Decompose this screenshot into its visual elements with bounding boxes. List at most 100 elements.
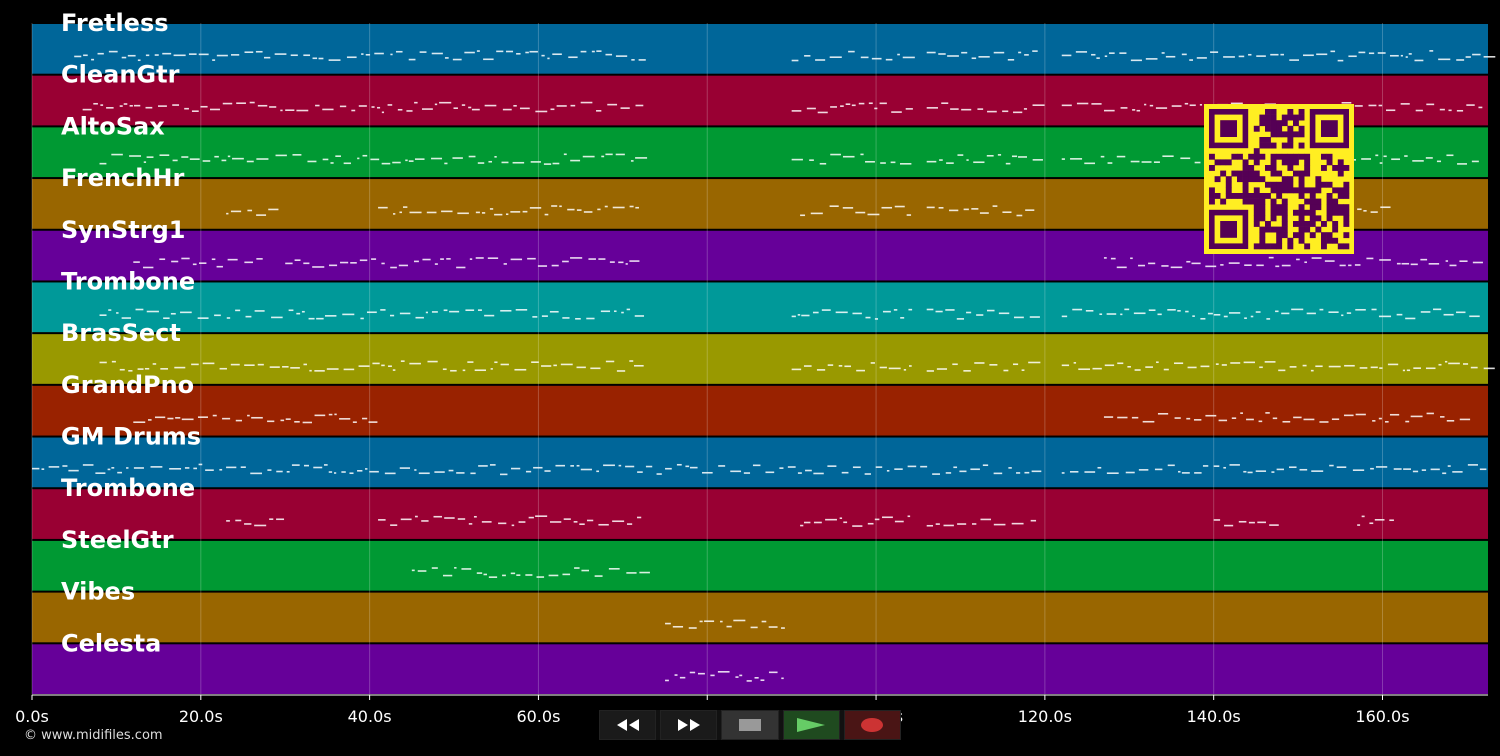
note-mark: [374, 52, 384, 55]
note-mark: [1264, 361, 1276, 363]
note-mark: [214, 314, 221, 317]
note-mark: [247, 414, 250, 417]
qr-module: [1326, 204, 1333, 211]
note-mark: [598, 523, 609, 526]
note-mark: [1311, 257, 1322, 259]
note-mark: [1466, 104, 1475, 106]
note-mark: [1069, 471, 1079, 473]
rewind-button[interactable]: [599, 710, 657, 740]
record-icon: [861, 718, 884, 732]
note-mark: [560, 363, 573, 366]
record-button[interactable]: [843, 710, 902, 740]
note-mark: [743, 472, 751, 474]
note-mark: [625, 263, 628, 265]
note-mark: [1070, 158, 1083, 160]
note-mark: [688, 627, 697, 629]
note-mark: [791, 368, 802, 371]
note-mark: [286, 470, 290, 473]
note-mark: [1471, 160, 1479, 163]
stop-button[interactable]: [721, 710, 779, 740]
note-mark: [1220, 264, 1224, 266]
note-mark: [393, 213, 396, 215]
note-mark: [119, 368, 125, 371]
qr-module: [1321, 232, 1327, 239]
note-mark: [159, 258, 166, 261]
qr-module: [1209, 187, 1215, 194]
qr-module: [1225, 193, 1232, 199]
note-mark: [250, 472, 263, 475]
note-mark: [908, 365, 912, 367]
qr-module: [1259, 153, 1266, 160]
note-mark: [450, 369, 457, 372]
qr-module: [1270, 243, 1277, 250]
note-mark: [235, 309, 241, 312]
note-mark: [588, 258, 596, 260]
play-button[interactable]: [782, 710, 840, 740]
qr-module: [1281, 176, 1288, 183]
note-mark: [91, 58, 95, 61]
fast-forward-button[interactable]: [660, 710, 718, 740]
note-mark: [1328, 365, 1341, 368]
note-mark: [891, 111, 902, 113]
note-mark: [805, 469, 812, 472]
note-mark: [629, 260, 640, 262]
note-mark: [314, 370, 325, 372]
qr-module: [1276, 153, 1283, 160]
qr-module: [1321, 237, 1327, 244]
note-mark: [946, 162, 954, 164]
note-mark: [1265, 412, 1270, 414]
qr-module: [1343, 209, 1350, 216]
note-mark: [971, 57, 977, 60]
note-mark: [1410, 415, 1423, 418]
note-mark: [489, 208, 494, 210]
play-icon: [797, 718, 826, 732]
note-mark: [1180, 157, 1191, 160]
note-mark: [200, 105, 208, 108]
note-mark: [303, 464, 310, 467]
note-mark: [133, 467, 144, 469]
qr-module: [1293, 232, 1299, 239]
note-mark: [637, 516, 642, 519]
qr-module: [1259, 232, 1266, 239]
note-mark: [392, 161, 401, 164]
note-mark: [1023, 108, 1028, 110]
note-mark: [634, 364, 644, 367]
note-mark: [1215, 363, 1219, 365]
note-mark: [1157, 313, 1162, 316]
qr-code[interactable]: [1204, 104, 1354, 254]
note-mark: [180, 311, 192, 314]
note-mark: [639, 571, 650, 574]
note-mark: [966, 159, 969, 161]
note-mark: [1289, 59, 1300, 61]
note-mark: [938, 207, 944, 209]
note-mark: [154, 416, 166, 419]
qr-module: [1343, 243, 1350, 250]
note-mark: [335, 155, 341, 157]
note-mark: [312, 57, 318, 60]
note-mark: [1278, 369, 1286, 372]
note-mark: [544, 213, 549, 216]
note-mark: [634, 315, 645, 317]
qr-module: [1270, 204, 1277, 211]
note-mark: [198, 463, 203, 466]
qr-module: [1253, 198, 1260, 205]
note-mark: [500, 309, 512, 312]
qr-module: [1265, 243, 1271, 250]
note-mark: [791, 158, 803, 161]
qr-module: [1337, 159, 1344, 166]
note-mark: [963, 370, 971, 372]
note-mark: [553, 364, 557, 367]
note-mark: [123, 103, 128, 105]
qr-module: [1209, 193, 1215, 199]
note-mark: [510, 467, 521, 470]
note-mark: [900, 317, 905, 319]
note-mark: [1218, 419, 1228, 422]
note-mark: [129, 155, 142, 157]
note-mark: [935, 523, 940, 525]
qr-module: [1304, 165, 1311, 171]
qr-module: [1225, 181, 1232, 188]
note-mark: [576, 209, 582, 211]
note-mark: [817, 111, 828, 114]
qr-module: [1265, 193, 1271, 199]
